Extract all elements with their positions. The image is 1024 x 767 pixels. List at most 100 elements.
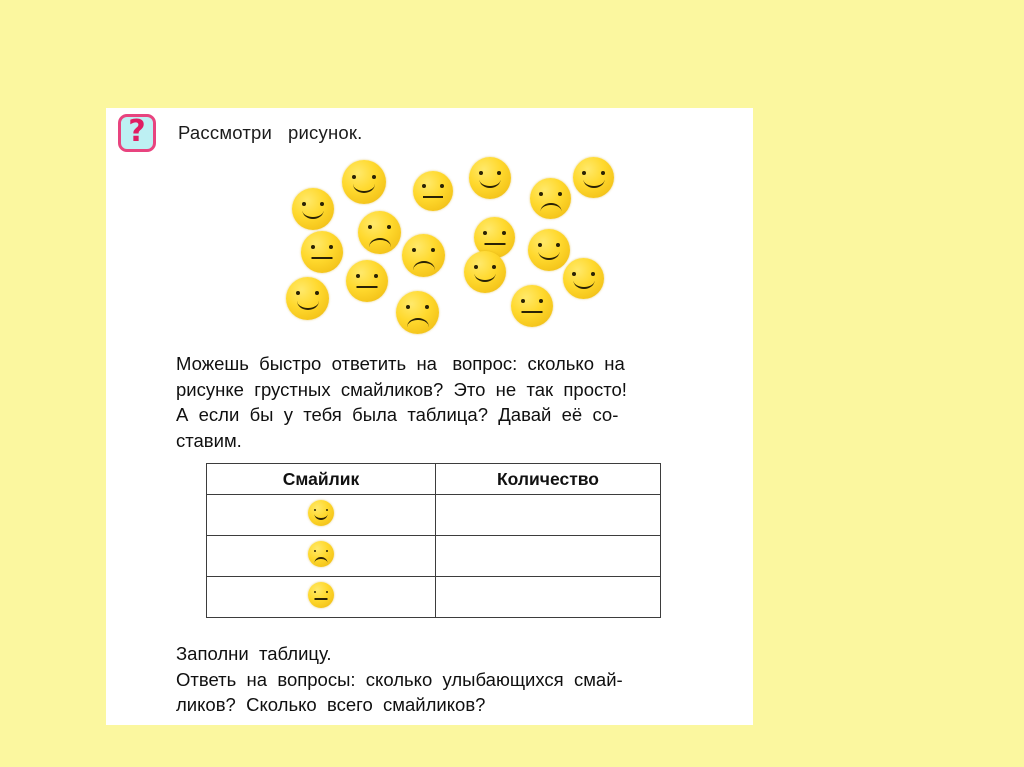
happy-smiley-icon	[342, 160, 386, 204]
left-eye	[483, 231, 487, 235]
neutral-mouth	[521, 311, 543, 313]
table-row	[206, 494, 661, 536]
smiley-scatter	[106, 153, 753, 388]
left-eye	[422, 184, 426, 188]
cell-count[interactable]	[435, 576, 661, 618]
cell-smiley	[206, 535, 436, 577]
right-eye	[558, 192, 562, 196]
left-eye	[474, 265, 478, 269]
neutral-mouth	[356, 286, 378, 288]
table-body	[206, 494, 661, 618]
sad-smiley-icon	[402, 234, 445, 277]
table-row	[206, 535, 661, 577]
happy-smiley-icon	[563, 258, 604, 299]
happy-mouth	[314, 513, 328, 520]
smiley-wrapper	[308, 499, 334, 526]
worksheet-card: ? Рассмотри рисунок. Можешь быстро ответ…	[106, 108, 753, 725]
text-line: А если бы у тебя была таблица? Давай её …	[176, 404, 619, 425]
right-eye	[326, 549, 328, 552]
sad-mouth	[314, 556, 328, 564]
left-eye	[311, 245, 315, 249]
text-line: рисунке грустных смайликов? Это не так п…	[176, 378, 627, 400]
right-eye	[315, 291, 319, 295]
right-eye	[539, 299, 543, 303]
instruction-paragraph-top: Можешь быстро ответить на вопрос: скольк…	[176, 351, 684, 453]
sad-smiley-icon	[308, 540, 334, 567]
text-line: ставим.	[176, 429, 242, 451]
right-eye	[431, 248, 435, 252]
happy-smiley-icon	[286, 277, 329, 320]
sad-mouth	[540, 203, 561, 213]
question-mark-icon: ?	[118, 114, 156, 152]
happy-smiley-icon	[469, 157, 511, 199]
instruction-paragraph-bottom: Заполни таблицу. Ответь на вопросы: сколь…	[176, 641, 684, 718]
left-eye	[314, 508, 316, 511]
cell-smiley	[206, 494, 436, 536]
cell-smiley	[206, 576, 436, 618]
right-eye	[502, 231, 506, 235]
smiley-wrapper	[308, 581, 334, 608]
right-eye	[497, 171, 501, 175]
table-header-row: Смайлик Количество	[206, 463, 661, 495]
happy-mouth	[474, 272, 496, 282]
right-eye	[326, 508, 328, 511]
left-eye	[521, 299, 525, 303]
text-line: Заполни таблицу.	[176, 643, 332, 664]
sad-mouth	[368, 238, 391, 249]
table-header-count: Количество	[435, 463, 661, 495]
question-mark-glyph: ?	[128, 114, 146, 149]
text-line: ликов? Сколько всего смайликов?	[176, 694, 486, 715]
page-title: Рассмотри рисунок.	[178, 122, 363, 143]
right-eye	[492, 265, 496, 269]
neutral-smiley-icon	[511, 285, 553, 327]
neutral-mouth	[314, 597, 328, 600]
right-eye	[372, 175, 376, 179]
happy-mouth	[583, 178, 604, 188]
sad-smiley-icon	[530, 178, 571, 219]
happy-mouth	[573, 279, 594, 289]
left-eye	[539, 192, 543, 196]
text-line: Ответь на вопросы: сколько улыбающихся с…	[176, 668, 623, 690]
happy-mouth	[296, 299, 319, 310]
left-eye	[302, 202, 306, 206]
table-header-smiley: Смайлик	[206, 463, 436, 495]
left-eye	[538, 243, 542, 247]
happy-smiley-icon	[573, 157, 614, 198]
left-eye	[406, 305, 410, 309]
left-eye	[572, 272, 576, 276]
neutral-mouth	[423, 196, 443, 198]
heading-row: ? Рассмотри рисунок.	[118, 114, 363, 152]
neutral-smiley-icon	[413, 171, 453, 211]
left-eye	[314, 549, 316, 552]
text-line: Можешь быстро ответить на вопрос: скольк…	[176, 353, 625, 374]
sad-smiley-icon	[358, 211, 401, 254]
left-eye	[582, 171, 586, 175]
left-eye	[479, 171, 483, 175]
happy-mouth	[538, 250, 560, 260]
smiley-wrapper	[308, 540, 334, 567]
right-eye	[320, 202, 324, 206]
happy-smiley-icon	[528, 229, 570, 271]
right-eye	[326, 590, 328, 593]
sad-smiley-icon	[396, 291, 439, 334]
neutral-smiley-icon	[346, 260, 388, 302]
smiley-count-table: Смайлик Количество	[206, 463, 661, 618]
left-eye	[412, 248, 416, 252]
right-eye	[387, 225, 391, 229]
left-eye	[356, 274, 360, 278]
left-eye	[368, 225, 372, 229]
table-row	[206, 576, 661, 618]
happy-smiley-icon	[292, 188, 334, 230]
cell-count[interactable]	[435, 494, 661, 536]
happy-smiley-icon	[308, 499, 334, 526]
neutral-mouth	[484, 243, 505, 245]
cell-count[interactable]	[435, 535, 661, 577]
right-eye	[440, 184, 444, 188]
neutral-smiley-icon	[308, 581, 334, 608]
neutral-mouth	[311, 257, 333, 259]
happy-mouth	[479, 178, 501, 188]
right-eye	[425, 305, 429, 309]
right-eye	[374, 274, 378, 278]
left-eye	[352, 175, 356, 179]
